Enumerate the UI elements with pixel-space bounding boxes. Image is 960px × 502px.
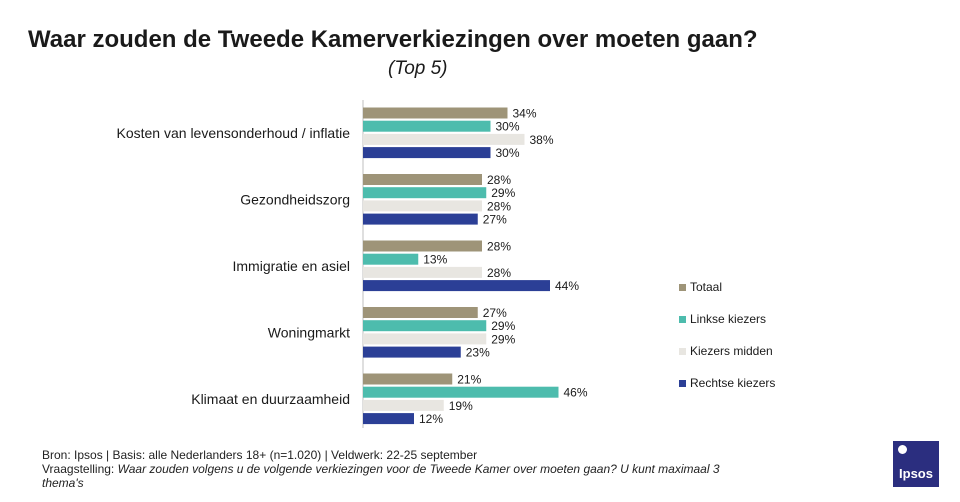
legend-label: Totaal [690,280,722,294]
category-label: Klimaat en duurzaamheid [191,391,350,407]
chart-subtitle: (Top 5) [388,58,448,79]
footer-question-text: Waar zouden volgens u de volgende verkie… [42,462,720,490]
legend-swatch [679,348,686,355]
data-label: 30% [496,146,520,160]
bar [363,174,482,185]
data-label: 28% [487,199,511,213]
footer: Bron: Ipsos | Basis: alle Nederlanders 1… [42,448,762,490]
bar [363,307,478,318]
bar [363,346,461,358]
legend-swatch [679,380,686,387]
data-label: 28% [487,173,511,187]
bar [363,107,508,119]
bar [363,147,491,159]
legend-swatch [679,284,686,291]
data-label: 28% [487,240,511,254]
legend-label: Kiezers midden [690,344,773,358]
category-label: Gezondheidszorg [240,191,350,207]
bar [363,200,482,212]
legend-label: Linkse kiezers [690,312,766,326]
bar [363,240,482,252]
data-label: 38% [530,133,554,147]
bar [363,120,491,132]
data-label: 30% [496,120,520,134]
bar [363,187,487,199]
logo-text: Ipsos [899,466,933,481]
data-label: 46% [564,386,588,400]
data-label: 44% [555,279,579,293]
bar [363,373,453,385]
bar [363,320,487,332]
data-label: 29% [491,186,515,200]
legend-swatch [679,316,686,323]
data-label: 19% [449,399,473,413]
bar [363,333,487,345]
data-label: 27% [483,213,507,227]
ipsos-logo: Ipsos [893,441,939,487]
bar [363,399,444,411]
data-label: 29% [491,332,515,346]
data-label: 34% [513,107,537,121]
footer-question: Vraagstelling: Waar zouden volgens u de … [42,462,762,490]
bar [363,213,478,225]
data-label: 27% [483,306,507,320]
bar [363,266,482,278]
data-label: 23% [466,346,490,360]
category-label: Woningmarkt [268,324,350,340]
data-label: 13% [423,253,447,267]
bar [363,386,559,398]
chart-title: Waar zouden de Tweede Kamerverkiezingen … [28,26,758,53]
bar [363,280,550,292]
category-label: Kosten van levensonderhoud / inflatie [117,125,351,141]
bar [363,413,414,425]
footer-source: Bron: Ipsos | Basis: alle Nederlanders 1… [42,448,478,462]
footer-question-prefix: Vraagstelling: [42,462,118,476]
bar [363,253,419,265]
data-label: 12% [419,412,443,426]
legend-label: Rechtse kiezers [690,376,775,390]
bar-chart: Kosten van levensonderhoud / inflatie 34%… [117,100,775,428]
category-label: Immigratie en asiel [233,258,351,274]
data-label: 21% [457,373,481,387]
data-label: 29% [491,319,515,333]
logo-dot [898,445,907,454]
data-label: 28% [487,266,511,280]
bar [363,133,525,145]
